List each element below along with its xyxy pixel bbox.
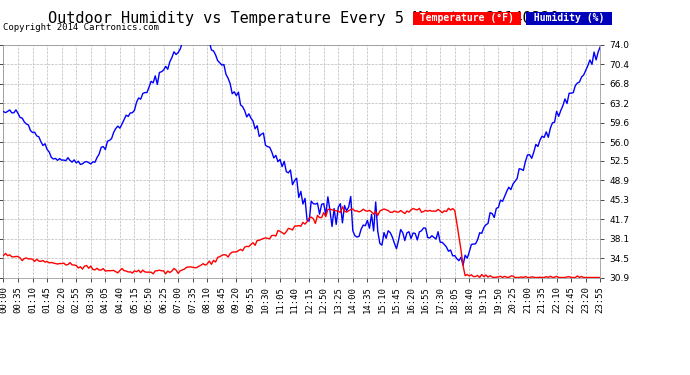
Text: Temperature (°F): Temperature (°F) [414,13,520,23]
Text: Humidity (%): Humidity (%) [528,13,610,23]
Text: Copyright 2014 Cartronics.com: Copyright 2014 Cartronics.com [3,22,159,32]
Text: Outdoor Humidity vs Temperature Every 5 Minutes 20140320: Outdoor Humidity vs Temperature Every 5 … [48,11,559,26]
